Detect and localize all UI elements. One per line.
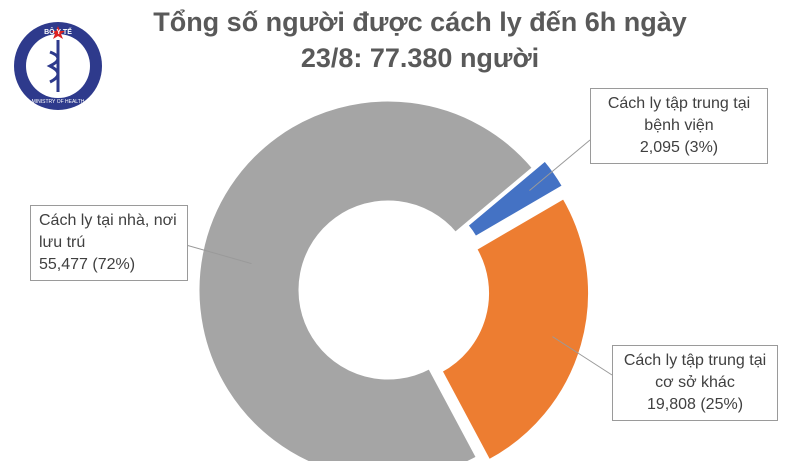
- chart-title: Tổng số người được cách ly đến 6h ngày 2…: [153, 7, 687, 73]
- logo-bottom-text: MINISTRY OF HEALTH: [32, 99, 85, 105]
- donut-slice: [464, 157, 566, 240]
- leader-line: [552, 336, 613, 376]
- leader-line: [185, 244, 252, 265]
- logo-star: [51, 26, 65, 39]
- logo: BỘ Y TẾ MINISTRY OF HEALTH: [14, 22, 102, 110]
- category-label: Cách ly tập trung tại cơ sở khác: [623, 352, 767, 391]
- category-label: Cách ly tập trung tại bệnh viện: [607, 95, 751, 134]
- callout: Cách ly tập trung tại cơ sở khác 19,808 (…: [612, 345, 778, 421]
- logo-staff: [46, 40, 60, 92]
- value-label: 55,477 (72%): [39, 256, 136, 273]
- leader-line: [529, 139, 591, 191]
- value-label: 2,095 (3%): [639, 139, 719, 156]
- value-label: 19,808 (25%): [646, 396, 744, 413]
- category-label: Cách ly tại nhà, nơi lưu trú: [39, 212, 177, 251]
- callout: Cách ly tập trung tại bệnh viện 2,095 (3%…: [590, 88, 768, 164]
- donut-slice: [196, 98, 536, 461]
- donut-slice: [438, 195, 592, 461]
- callout: Cách ly tại nhà, nơi lưu trú 55,477 (72%): [30, 205, 188, 281]
- logo-top-text: BỘ Y TẾ: [44, 26, 72, 36]
